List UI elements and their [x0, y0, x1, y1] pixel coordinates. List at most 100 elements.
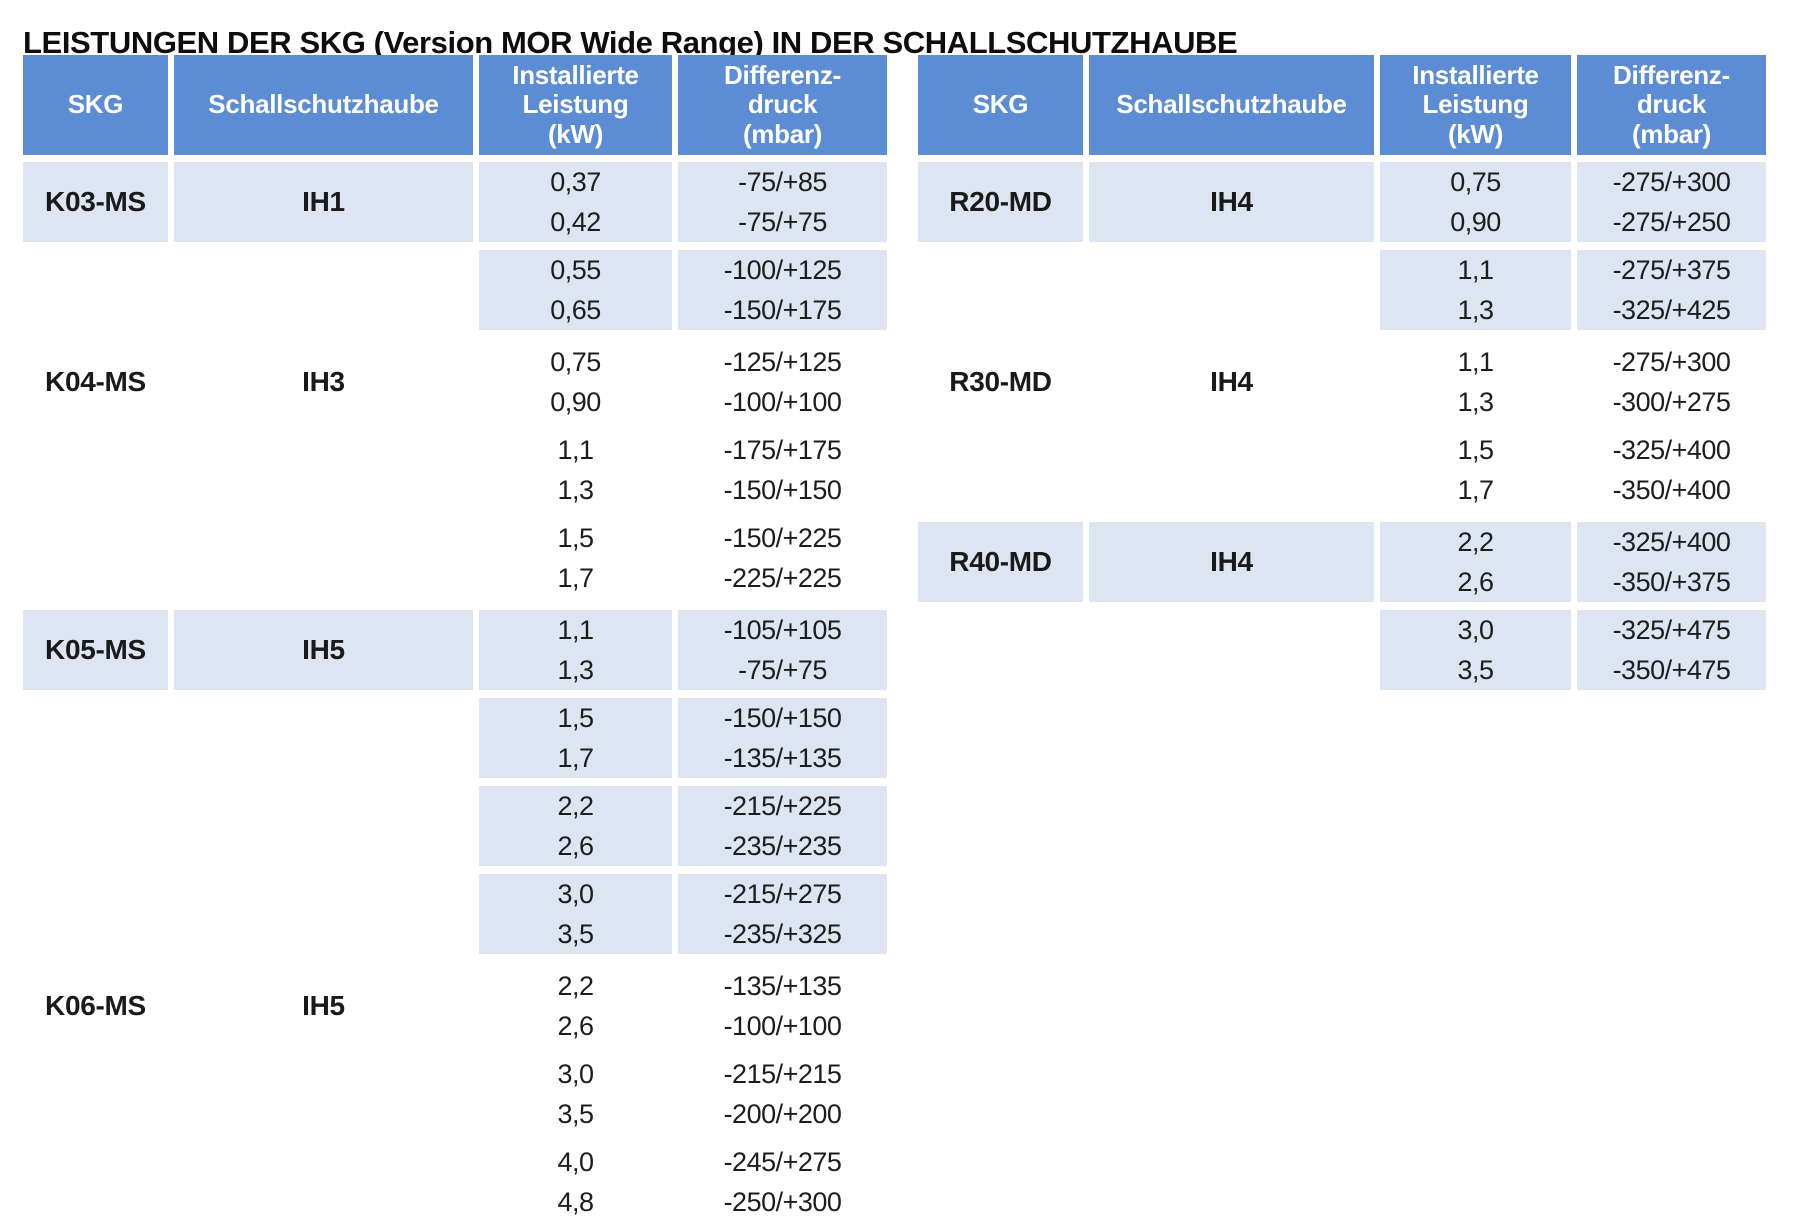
- differenzdruck-subgroup: -150/+150 -135/+135: [678, 698, 887, 778]
- leistung-subgroup: 0,37 0,42: [479, 162, 672, 242]
- column-header-line: SKG: [67, 89, 124, 120]
- leistung-value: 0,90: [1450, 206, 1501, 237]
- leistung-value: 3,5: [557, 918, 594, 949]
- differenzdruck-subgroup: -175/+175 -150/+150: [678, 430, 887, 510]
- differenzdruck-value: -350/+475: [1612, 654, 1731, 685]
- skg-group-k03-ms: K03-MS IH1 0,37 0,42 -75/+85 -75/+75 0,55 0,65 -…: [23, 162, 887, 330]
- skg-cell: K06-MS: [45, 990, 146, 1021]
- column-header-line: Leistung: [522, 89, 629, 120]
- leistung-value: 2,2: [557, 970, 594, 1001]
- performance-table-left: SKG Schallschutzhaube Installierte Leistung…: [23, 55, 887, 1222]
- differenzdruck-value: -100/+125: [723, 254, 842, 285]
- leistung-subgroup: 1,1 1,3: [1380, 342, 1571, 422]
- leistung-subgroup: 1,1 1,3: [479, 430, 672, 510]
- column-header-differenzdruck: Differenz-druck (mbar): [1577, 55, 1766, 155]
- schallschutzhaube-cell: IH4: [1089, 162, 1374, 242]
- column-header-line: druck: [747, 89, 818, 120]
- differenzdruck-value: -275/+300: [1612, 346, 1731, 377]
- leistung-subgroup: 0,75 0,90: [479, 342, 672, 422]
- column-header-line: druck: [1636, 89, 1707, 120]
- leistung-subgroup: 1,5 1,7: [1380, 430, 1571, 510]
- skg-cell: K03-MS: [23, 162, 168, 242]
- differenzdruck-subgroup: -75/+85 -75/+75: [678, 162, 887, 242]
- leistung-value: 1,7: [557, 742, 594, 773]
- differenzdruck-value: -75/+75: [738, 654, 827, 685]
- differenzdruck-value: -215/+225: [723, 790, 842, 821]
- differenzdruck-value: -75/+85: [738, 166, 827, 197]
- leistung-value: 3,0: [1457, 614, 1494, 645]
- column-header-line: Installierte: [512, 59, 639, 90]
- leistung-value: 2,2: [557, 790, 594, 821]
- skg-group-k05-ms: K05-MS IH5 1,1 1,3 -105/+105 -75/+75 1,5 1,7 -15…: [23, 610, 887, 954]
- leistung-value: 4,8: [557, 1186, 594, 1217]
- skg-group-k06-ms: K06-MS IH5 2,2 2,6 -135/+135 -100/+100 3,0 3,5-…: [23, 966, 887, 1222]
- differenzdruck-value: -300/+275: [1612, 386, 1731, 417]
- column-header-line: Installierte: [1412, 59, 1539, 90]
- leistung-value: 3,5: [557, 1098, 594, 1129]
- leistung-subgroup: 1,5 1,7: [479, 518, 672, 598]
- differenzdruck-value: -325/+475: [1612, 614, 1731, 645]
- differenzdruck-value: -245/+275: [723, 1146, 842, 1177]
- differenzdruck-value: -100/+100: [723, 1010, 842, 1041]
- differenzdruck-subgroup: -215/+275 -235/+325: [678, 874, 887, 954]
- table-header-row: SKG Schallschutzhaube Installierte Leistung…: [918, 55, 1766, 155]
- leistung-subgroup: 3,0 3,5: [479, 874, 672, 954]
- skg-group-r40-md: R40-MD IH4 2,2 2,6 -325/+400 -350/+375 3,0 3,5-…: [918, 522, 1766, 690]
- leistung-value: 2,6: [557, 830, 594, 861]
- column-header-line: Differenz-: [724, 59, 841, 90]
- differenzdruck-subgroup: -135/+135 -100/+100: [678, 966, 887, 1046]
- differenzdruck-value: -150/+150: [723, 474, 842, 505]
- leistung-value: 1,3: [557, 654, 594, 685]
- schallschutzhaube-cell: IH1: [174, 162, 473, 242]
- leistung-value: 2,6: [557, 1010, 594, 1041]
- skg-group-r30-md: R30-MD IH4 1,1 1,3 -275/+300 -300/+275 1,5 1,7-…: [918, 342, 1766, 510]
- differenzdruck-value: -250/+300: [723, 1186, 842, 1217]
- leistung-subgroup: 0,55 0,65: [479, 250, 672, 330]
- column-header-line: Differenz-: [1613, 59, 1730, 90]
- leistung-value: 1,1: [557, 434, 594, 465]
- leistung-value: 1,3: [557, 474, 594, 505]
- differenzdruck-value: -235/+235: [723, 830, 842, 861]
- skg-cell: R20-MD: [918, 162, 1083, 242]
- schallschutzhaube-cell: IH3: [302, 366, 345, 397]
- differenzdruck-subgroup: -245/+275 -250/+300: [678, 1142, 887, 1222]
- differenzdruck-subgroup: -150/+225 -225/+225: [678, 518, 887, 598]
- leistung-value: 0,55: [550, 254, 601, 285]
- leistung-value: 3,0: [557, 878, 594, 909]
- column-header-differenzdruck: Differenz-druck (mbar): [678, 55, 887, 155]
- differenzdruck-value: -235/+325: [723, 918, 842, 949]
- skg-cell: R40-MD: [918, 522, 1083, 602]
- differenzdruck-subgroup: -275/+300 -300/+275: [1577, 342, 1766, 422]
- leistung-value: 1,7: [557, 562, 594, 593]
- differenzdruck-value: -275/+375: [1612, 254, 1731, 285]
- column-header-installierte-leistung: Installierte Leistung (kW): [479, 55, 672, 155]
- leistung-value: 0,42: [550, 206, 601, 237]
- leistung-subgroup: 2,2 2,6: [1380, 522, 1571, 602]
- leistung-subgroup: 2,2 2,6: [479, 966, 672, 1046]
- schallschutzhaube-cell: IH5: [302, 990, 345, 1021]
- column-header-line: SKG: [972, 89, 1029, 120]
- differenzdruck-value: -175/+175: [723, 434, 842, 465]
- column-header-line: Leistung: [1422, 89, 1529, 120]
- differenzdruck-value: -75/+75: [738, 206, 827, 237]
- column-header-skg: SKG: [23, 55, 168, 155]
- leistung-value: 0,65: [550, 294, 601, 325]
- leistung-value: 1,1: [557, 614, 594, 645]
- leistung-subgroup: 3,0 3,5: [479, 1054, 672, 1134]
- leistung-value: 0,75: [1450, 166, 1501, 197]
- column-header-line: (kW): [547, 118, 604, 149]
- differenzdruck-value: -350/+400: [1612, 474, 1731, 505]
- column-header-line: Schallschutzhaube: [208, 89, 439, 120]
- differenzdruck-value: -105/+105: [723, 614, 842, 645]
- leistung-value: 1,3: [1457, 386, 1494, 417]
- differenzdruck-value: -325/+400: [1612, 434, 1731, 465]
- leistung-value: 1,3: [1457, 294, 1494, 325]
- leistung-value: 1,7: [1457, 474, 1494, 505]
- leistung-value: 1,5: [1457, 434, 1494, 465]
- column-header-line: (mbar): [1631, 118, 1712, 149]
- leistung-value: 0,90: [550, 386, 601, 417]
- differenzdruck-value: -150/+225: [723, 522, 842, 553]
- differenzdruck-value: -150/+150: [723, 702, 842, 733]
- leistung-subgroup: 1,5 1,7: [479, 698, 672, 778]
- schallschutzhaube-cell: IH4: [1089, 522, 1374, 602]
